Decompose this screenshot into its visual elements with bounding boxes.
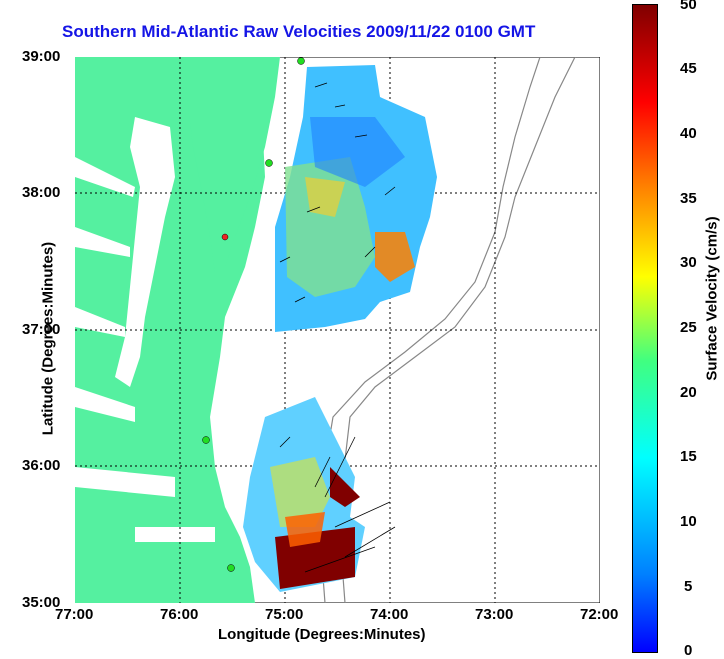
colorbar [632, 4, 658, 653]
station-marker [227, 564, 235, 572]
colorbar-tick: 10 [680, 513, 697, 530]
station-marker [297, 57, 305, 65]
x-axis-label: Longitude (Degrees:Minutes) [218, 626, 426, 643]
colorbar-tick: 25 [680, 319, 697, 336]
y-axis-label: Latitude (Degrees:Minutes) [39, 241, 57, 436]
x-tick-label: 74:00 [370, 606, 409, 623]
y-tick-label: 35:00 [22, 594, 61, 611]
x-tick-label: 72:00 [580, 606, 619, 623]
colorbar-tick: 0 [684, 642, 693, 659]
y-tick-label: 38:00 [22, 184, 61, 201]
colorbar-tick: 45 [680, 60, 697, 77]
bay [115, 117, 175, 387]
colorbar-tick: 35 [680, 190, 697, 207]
station-marker [221, 233, 229, 241]
colorbar-tick: 50 [680, 0, 697, 13]
y-tick-label: 36:00 [22, 457, 61, 474]
colorbar-tick: 30 [680, 254, 697, 271]
colorbar-tick: 5 [684, 578, 693, 595]
station-marker [265, 159, 273, 167]
x-tick-label: 77:00 [55, 606, 94, 623]
colorbar-tick: 40 [680, 125, 697, 142]
plot-title: Southern Mid-Atlantic Raw Velocities 200… [62, 22, 536, 41]
colorbar-label: Surface Velocity (cm/s) [703, 216, 721, 381]
y-tick-label: 37:00 [22, 321, 61, 338]
y-tick-label: 39:00 [22, 48, 61, 65]
peninsula [185, 57, 280, 272]
x-tick-label: 75:00 [265, 606, 304, 623]
station-marker [202, 436, 210, 444]
x-tick-label: 73:00 [475, 606, 514, 623]
colorbar-tick: 15 [680, 448, 697, 465]
colorbar-tick: 20 [680, 384, 697, 401]
x-tick-label: 76:00 [160, 606, 199, 623]
map-plot [75, 57, 600, 603]
